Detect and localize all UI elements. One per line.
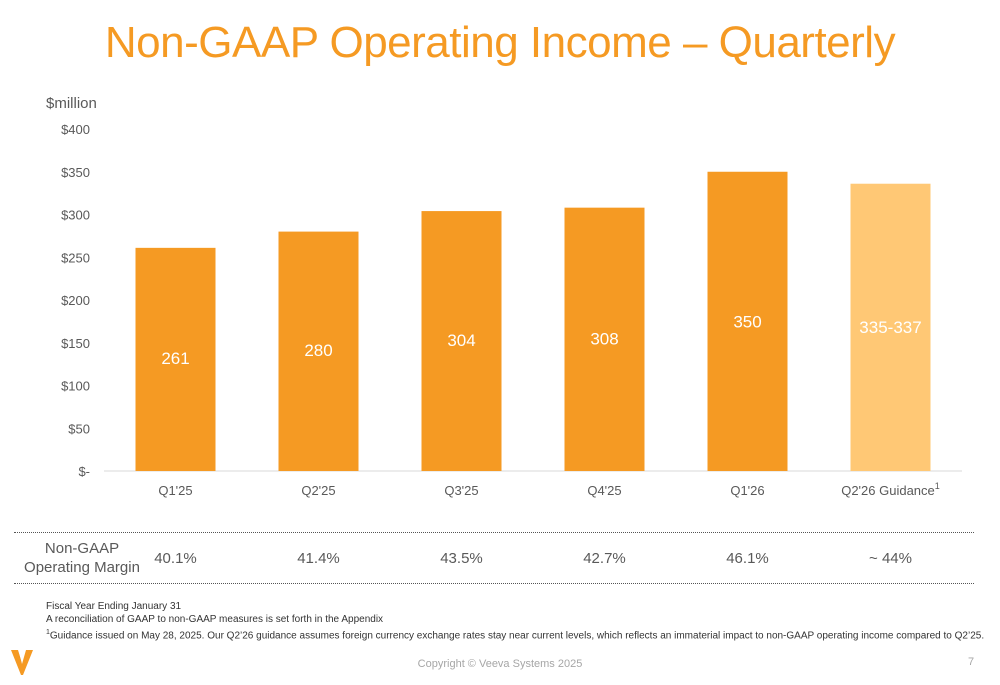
page-title: Non-GAAP Operating Income – Quarterly [104, 18, 896, 67]
bar [564, 207, 645, 471]
footnote-guidance-marker: 1 [46, 629, 50, 636]
y-tick-label: $400 [61, 122, 90, 137]
x-tick-label: Q2'26 Guidance1 [841, 481, 940, 498]
footnotes: Fiscal Year Ending January 31 A reconcil… [46, 600, 984, 642]
veeva-logo-icon [11, 650, 33, 675]
footnote-guidance: 1Guidance issued on May 28, 2025. Our Q2… [46, 626, 984, 642]
operating-margin-value: 46.1% [726, 550, 769, 567]
operating-margin-value: 41.4% [297, 550, 340, 567]
x-tick-label: Q1'26 [730, 483, 764, 498]
bar [421, 211, 502, 471]
operating-margin-label-line2: Operating Margin [24, 559, 140, 576]
bar [850, 183, 931, 471]
y-tick-label: $350 [61, 165, 90, 180]
copyright: Copyright © Veeva Systems 2025 [417, 658, 583, 670]
y-axis-label: $million [46, 95, 97, 112]
data-label: 280 [304, 341, 332, 360]
operating-margin-row: Non-GAAP Operating Margin 40.1% 41.4% 43.5… [14, 532, 974, 584]
data-label: 261 [161, 349, 189, 368]
x-tick-superscript: 1 [935, 481, 940, 491]
y-tick-label: $50 [68, 421, 90, 436]
operating-margin-label-line1: Non-GAAP [44, 540, 120, 557]
x-tick-label: Q1'25 [158, 483, 192, 498]
footnote-fiscal-year: Fiscal Year Ending January 31 [46, 601, 182, 612]
operating-margin-value: 42.7% [583, 550, 626, 567]
operating-margin-value: 40.1% [154, 550, 197, 567]
bar [135, 247, 216, 471]
data-label: 304 [447, 331, 475, 350]
footnote-reconciliation: A reconciliation of GAAP to non-GAAP mea… [46, 614, 384, 625]
x-tick-label: Q2'25 [301, 483, 335, 498]
y-tick-label: $300 [61, 208, 90, 223]
y-tick-label: $150 [61, 336, 90, 351]
bar [278, 231, 359, 471]
y-tick-label: $250 [61, 250, 90, 265]
y-tick-label: $100 [61, 379, 90, 394]
data-label: 308 [590, 330, 618, 349]
x-tick-label: Q4'25 [587, 483, 621, 498]
footnote-guidance-text: Guidance issued on May 28, 2025. Our Q2’… [49, 630, 985, 642]
y-tick-label: $200 [61, 293, 90, 308]
operating-margin-label: Non-GAAP Operating Margin [22, 539, 142, 577]
y-tick-label: $- [78, 464, 90, 479]
bar-chart: $million $- $50 $100 $150 $200 $250 $300 $350 $40… [46, 95, 962, 498]
data-label: 350 [733, 312, 761, 331]
operating-margin-value: 43.5% [440, 550, 483, 567]
data-label: 335-337 [859, 318, 921, 337]
x-tick-label: Q3'25 [444, 483, 478, 498]
operating-margin-value: ~ 44% [869, 550, 912, 567]
page-number: 7 [968, 656, 975, 668]
bar [707, 171, 788, 471]
